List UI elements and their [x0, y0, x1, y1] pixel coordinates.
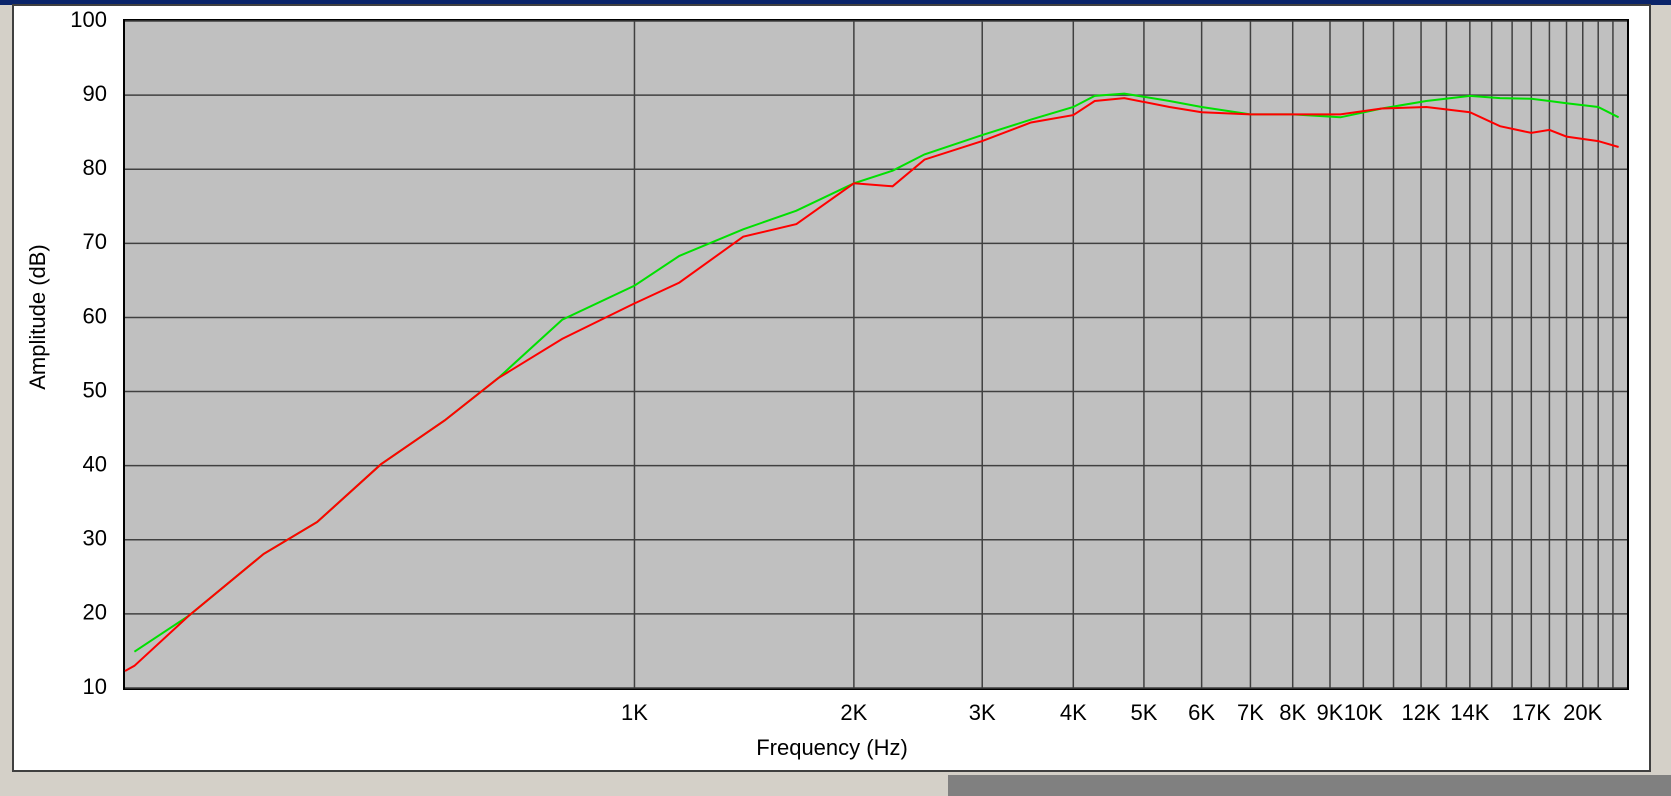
x-tick-label: 6K	[1188, 700, 1215, 725]
y-tick-label: 50	[83, 377, 107, 402]
x-tick-label: 3K	[969, 700, 996, 725]
x-tick-label: 14K	[1450, 700, 1489, 725]
x-tick-label: 10K	[1344, 700, 1383, 725]
y-axis-label: Amplitude (dB)	[25, 244, 50, 390]
series-line	[124, 97, 1619, 672]
status-area	[948, 775, 1671, 796]
x-tick-label: 5K	[1130, 700, 1157, 725]
x-tick-label: 4K	[1060, 700, 1087, 725]
y-tick-label: 30	[83, 526, 107, 551]
y-tick-label: 100	[70, 7, 107, 32]
x-tick-label: 20K	[1563, 700, 1602, 725]
x-tick-label: 8K	[1279, 700, 1306, 725]
y-tick-label: 60	[83, 303, 107, 328]
y-tick-label: 10	[83, 674, 107, 699]
y-tick-label: 40	[83, 451, 107, 476]
plot-area	[123, 19, 1629, 690]
y-tick-label: 20	[83, 600, 107, 625]
x-axis-label: Frequency (Hz)	[756, 735, 908, 760]
x-tick-label: 17K	[1512, 700, 1551, 725]
y-tick-label: 70	[83, 229, 107, 254]
x-tick-label: 7K	[1237, 700, 1264, 725]
x-tick-label: 2K	[840, 700, 867, 725]
x-tick-label: 1K	[621, 700, 648, 725]
x-tick-label: 9K	[1317, 700, 1344, 725]
x-tick-label: 12K	[1401, 700, 1440, 725]
title-bar	[0, 0, 1671, 5]
y-tick-label: 80	[83, 155, 107, 180]
y-tick-label: 90	[83, 81, 107, 106]
